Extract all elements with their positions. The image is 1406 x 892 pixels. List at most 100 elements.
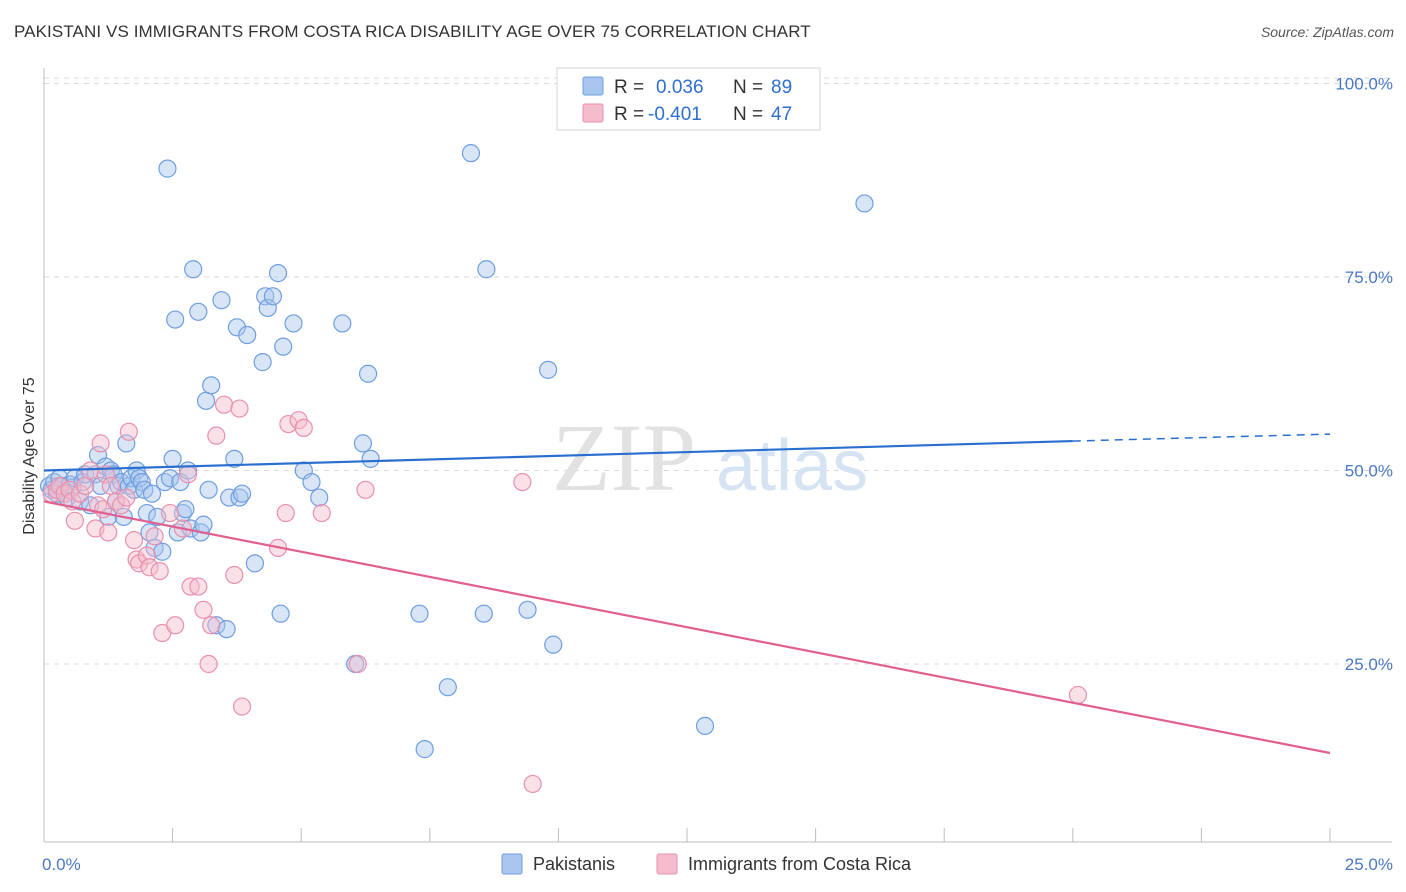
data-points [40, 144, 1088, 794]
point-pakistani-43 [163, 449, 182, 468]
chart-source: Source: ZipAtlas.com [1260, 24, 1394, 40]
legend-r-label-1: R = [614, 77, 644, 98]
tick-labels: 25.0% 50.0% 75.0% 100.0% 0.0% 25.0% [42, 74, 1393, 874]
bottom-legend-label-costa-rica: Immigrants from Costa Rica [688, 854, 912, 874]
point-costa-rica-49 [348, 654, 367, 674]
trend-lines [43, 433, 1331, 755]
point-costa-rica-21 [124, 531, 144, 550]
point-costa-rica-41 [230, 399, 249, 418]
trend-line-blue-extension [1072, 433, 1331, 442]
point-pakistani-51 [184, 260, 203, 279]
point-pakistani-94 [855, 194, 874, 213]
point-costa-rica-51 [513, 472, 532, 492]
point-costa-rica-23 [130, 554, 149, 573]
watermark: ZIP atlas [552, 404, 868, 511]
point-pakistani-81 [353, 434, 373, 453]
gridlines [44, 77, 1392, 665]
point-costa-rica-9 [81, 461, 100, 480]
legend-n-label-2: N = [733, 104, 763, 125]
point-costa-rica-47 [294, 418, 313, 438]
bottom-legend-swatch-blue [501, 853, 523, 875]
legend-swatch-pink [582, 103, 604, 123]
watermark-zip: ZIP [552, 404, 696, 511]
point-costa-rica-38 [207, 426, 226, 445]
point-pakistani-85 [415, 740, 434, 759]
point-costa-rica-36 [199, 654, 218, 674]
point-pakistani-65 [232, 484, 252, 503]
point-pakistani-83 [361, 449, 380, 468]
point-pakistani-62 [225, 449, 244, 468]
trend-line-blue [43, 439, 1073, 472]
point-pakistani-58 [207, 616, 226, 635]
y-tick-label-50: 50.0% [1345, 461, 1393, 480]
point-pakistani-75 [284, 314, 303, 333]
watermark-atlas: atlas [716, 426, 868, 506]
chart-title: PAKISTANI VS IMMIGRANTS FROM COSTA RICA … [14, 22, 811, 41]
point-costa-rica-40 [225, 565, 244, 585]
point-costa-rica-15 [99, 523, 118, 542]
legend-n-label-1: N = [733, 77, 763, 98]
point-pakistani-93 [695, 716, 715, 736]
point-pakistani-86 [438, 678, 457, 697]
point-pakistani-73 [271, 604, 290, 623]
y-tick-label-75: 75.0% [1345, 268, 1393, 287]
point-costa-rica-52 [523, 774, 542, 794]
point-pakistani-36 [142, 484, 162, 503]
point-costa-rica-35 [194, 600, 213, 619]
point-pakistani-66 [238, 325, 257, 345]
point-pakistani-91 [539, 360, 558, 379]
point-costa-rica-8 [76, 476, 95, 496]
legend-r-label-2: R = [614, 104, 644, 125]
point-costa-rica-53 [1068, 685, 1088, 705]
trend-line-pink [43, 500, 1331, 755]
point-pakistani-68 [253, 353, 272, 372]
point-pakistani-44 [166, 310, 185, 329]
point-pakistani-41 [158, 159, 177, 178]
point-costa-rica-48 [312, 503, 331, 523]
point-costa-rica-19 [117, 488, 136, 507]
point-pakistani-82 [358, 364, 378, 383]
point-pakistani-74 [274, 337, 293, 356]
point-costa-rica-42 [232, 697, 252, 716]
point-costa-rica-20 [119, 422, 138, 441]
point-pakistani-71 [263, 287, 283, 306]
x-tick-label-end: 25.0% [1345, 855, 1393, 874]
legend-n-value-2: 47 [771, 104, 792, 125]
legend-r-value-2: -0.401 [648, 104, 702, 125]
point-costa-rica-6 [65, 511, 84, 530]
point-pakistani-29 [124, 480, 144, 499]
point-pakistani-87 [461, 144, 481, 163]
point-costa-rica-33 [181, 577, 200, 596]
y-axis-label: Disability Age Over 75 [21, 377, 38, 535]
point-costa-rica-12 [91, 434, 110, 453]
point-pakistani-72 [268, 264, 288, 283]
point-pakistani-48 [176, 500, 195, 519]
top-legend: R = 0.036 N = 89 R = -0.401 N = 47 [556, 67, 821, 131]
point-pakistani-77 [302, 472, 321, 492]
point-costa-rica-32 [178, 465, 198, 484]
point-pakistani-60 [217, 620, 236, 639]
point-pakistani-57 [202, 376, 221, 395]
x-tick-label-start: 0.0% [42, 855, 81, 874]
point-pakistani-55 [196, 391, 216, 410]
legend-r-value-1: 0.036 [656, 77, 704, 98]
legend-swatch-blue [582, 76, 604, 96]
point-pakistani-90 [518, 600, 537, 619]
axes [43, 68, 1392, 843]
point-pakistani-21 [104, 465, 123, 484]
point-pakistani-84 [410, 604, 429, 623]
bottom-legend: Pakistanis Immigrants from Costa Rica [501, 853, 912, 875]
point-costa-rica-25 [140, 558, 159, 577]
point-costa-rica-50 [356, 480, 375, 499]
point-costa-rica-14 [96, 465, 115, 484]
point-pakistani-78 [310, 488, 329, 507]
point-pakistani-17 [91, 476, 110, 496]
point-costa-rica-44 [276, 503, 295, 523]
point-pakistani-88 [474, 604, 493, 623]
point-costa-rica-16 [101, 476, 120, 496]
point-pakistani-56 [199, 480, 218, 499]
point-costa-rica-39 [214, 395, 234, 414]
point-costa-rica-30 [166, 616, 185, 635]
point-costa-rica-27 [150, 561, 169, 581]
point-pakistani-92 [544, 635, 563, 654]
